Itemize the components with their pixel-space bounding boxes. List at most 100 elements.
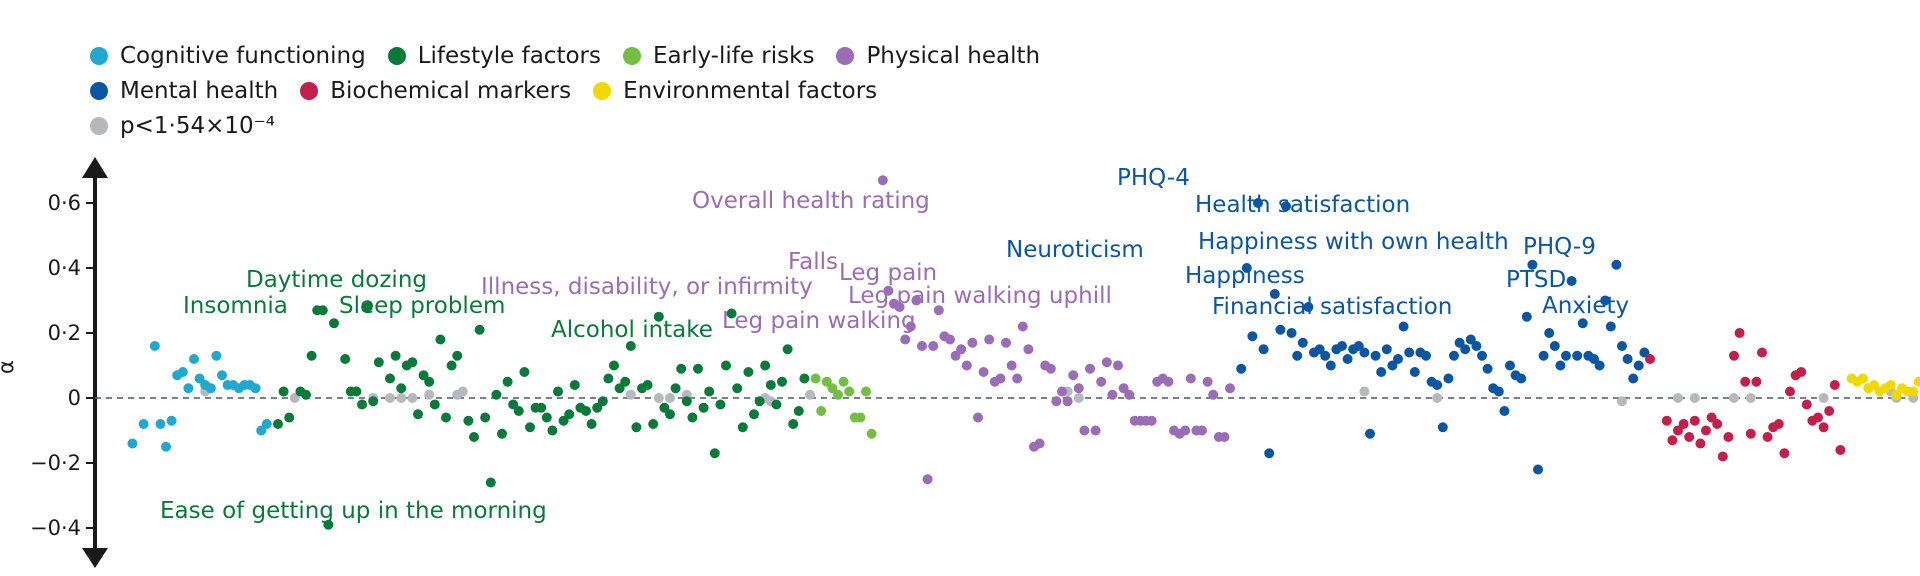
data-point bbox=[1757, 347, 1767, 358]
annotation-label: Alcohol intake bbox=[551, 317, 713, 343]
data-point bbox=[1387, 360, 1398, 371]
data-point bbox=[978, 367, 989, 377]
data-point bbox=[278, 386, 289, 397]
data-point bbox=[1432, 380, 1443, 390]
data-point bbox=[625, 341, 636, 351]
data-point bbox=[138, 419, 149, 429]
data-point bbox=[1589, 354, 1599, 364]
data-point bbox=[1527, 259, 1538, 270]
data-point bbox=[452, 350, 463, 361]
data-point bbox=[194, 373, 205, 384]
data-point bbox=[1107, 389, 1118, 400]
data-point bbox=[1449, 350, 1459, 361]
legend-item-cognitive: Cognitive functioning bbox=[90, 43, 366, 69]
data-point bbox=[1505, 360, 1515, 371]
data-point bbox=[1717, 451, 1728, 462]
data-point bbox=[855, 412, 866, 423]
data-point bbox=[821, 376, 832, 387]
data-point bbox=[1034, 438, 1045, 449]
data-point bbox=[502, 376, 513, 387]
data-point bbox=[1818, 422, 1829, 433]
data-point bbox=[1225, 383, 1235, 394]
data-point bbox=[429, 399, 440, 410]
data-point bbox=[329, 318, 339, 329]
data-point bbox=[149, 341, 160, 351]
data-point bbox=[424, 389, 435, 400]
data-point bbox=[189, 354, 199, 364]
legend-label: Early-life risks bbox=[652, 42, 815, 69]
y-tick-label: 0·2 bbox=[48, 321, 81, 345]
legend-row-2: Mental health Biochemical markers Enviro… bbox=[90, 73, 1062, 108]
data-point bbox=[1667, 435, 1678, 446]
data-point bbox=[1516, 373, 1527, 384]
data-point bbox=[569, 380, 580, 390]
data-point bbox=[469, 432, 479, 442]
legend-dot-icon bbox=[90, 46, 108, 65]
data-point bbox=[1661, 415, 1672, 426]
data-point bbox=[536, 402, 547, 413]
data-point bbox=[1012, 373, 1023, 384]
data-point bbox=[1885, 380, 1896, 390]
data-point bbox=[681, 396, 692, 407]
data-point bbox=[1477, 350, 1487, 361]
data-point bbox=[777, 376, 787, 387]
annotation-label: Overall health rating bbox=[692, 188, 930, 214]
data-point bbox=[1824, 406, 1835, 416]
data-point bbox=[1353, 341, 1364, 351]
legend: Cognitive functioning Lifestyle factors … bbox=[90, 38, 1062, 143]
data-point bbox=[284, 412, 295, 423]
data-point bbox=[648, 419, 659, 429]
data-point bbox=[424, 376, 435, 387]
legend-item-physical: Physical health bbox=[836, 43, 1040, 69]
annotation-label: Insomnia bbox=[183, 293, 288, 319]
data-point bbox=[866, 428, 877, 439]
annotation-label: Financial satisfaction bbox=[1212, 294, 1452, 320]
data-point bbox=[642, 380, 653, 390]
data-point bbox=[1314, 344, 1325, 355]
data-point bbox=[457, 386, 468, 397]
data-point bbox=[323, 519, 334, 530]
data-point bbox=[407, 393, 418, 403]
data-point bbox=[413, 409, 423, 420]
data-point bbox=[1409, 367, 1420, 377]
data-point bbox=[1639, 347, 1650, 358]
data-point bbox=[765, 380, 776, 390]
legend-item-nonsignificant: p<1·54×10⁻⁴ bbox=[90, 113, 275, 139]
data-point bbox=[715, 399, 726, 410]
data-point bbox=[317, 305, 328, 316]
data-point bbox=[1913, 376, 1920, 387]
data-point bbox=[1096, 376, 1107, 387]
data-point bbox=[603, 373, 614, 384]
data-point bbox=[905, 321, 916, 332]
data-point bbox=[1729, 393, 1739, 403]
data-point bbox=[933, 305, 944, 316]
legend-dot-icon bbox=[90, 81, 108, 100]
data-point bbox=[1555, 360, 1566, 371]
data-point bbox=[183, 383, 194, 394]
annotation-label: Illness, disability, or infirmity bbox=[481, 274, 813, 300]
data-point bbox=[844, 386, 855, 397]
data-point bbox=[289, 393, 300, 403]
data-point bbox=[491, 389, 502, 400]
annotation-label: PTSD bbox=[1506, 267, 1566, 293]
data-point bbox=[1421, 350, 1431, 361]
data-point bbox=[653, 393, 664, 403]
data-point bbox=[1785, 386, 1795, 397]
data-point bbox=[1751, 376, 1762, 387]
data-point bbox=[771, 399, 782, 410]
data-point bbox=[1493, 386, 1504, 397]
data-point bbox=[1292, 350, 1303, 361]
data-point bbox=[877, 175, 888, 186]
data-point bbox=[390, 350, 401, 361]
data-point bbox=[1404, 347, 1415, 358]
data-point bbox=[1219, 432, 1230, 442]
data-point bbox=[1471, 341, 1482, 351]
data-point bbox=[1617, 396, 1627, 407]
data-point bbox=[1729, 350, 1739, 361]
data-point bbox=[446, 360, 457, 371]
data-point bbox=[1146, 415, 1157, 426]
legend-item-lifestyle: Lifestyle factors bbox=[387, 43, 601, 69]
y-tick-label: 0·6 bbox=[48, 191, 81, 215]
data-point bbox=[1622, 354, 1633, 364]
